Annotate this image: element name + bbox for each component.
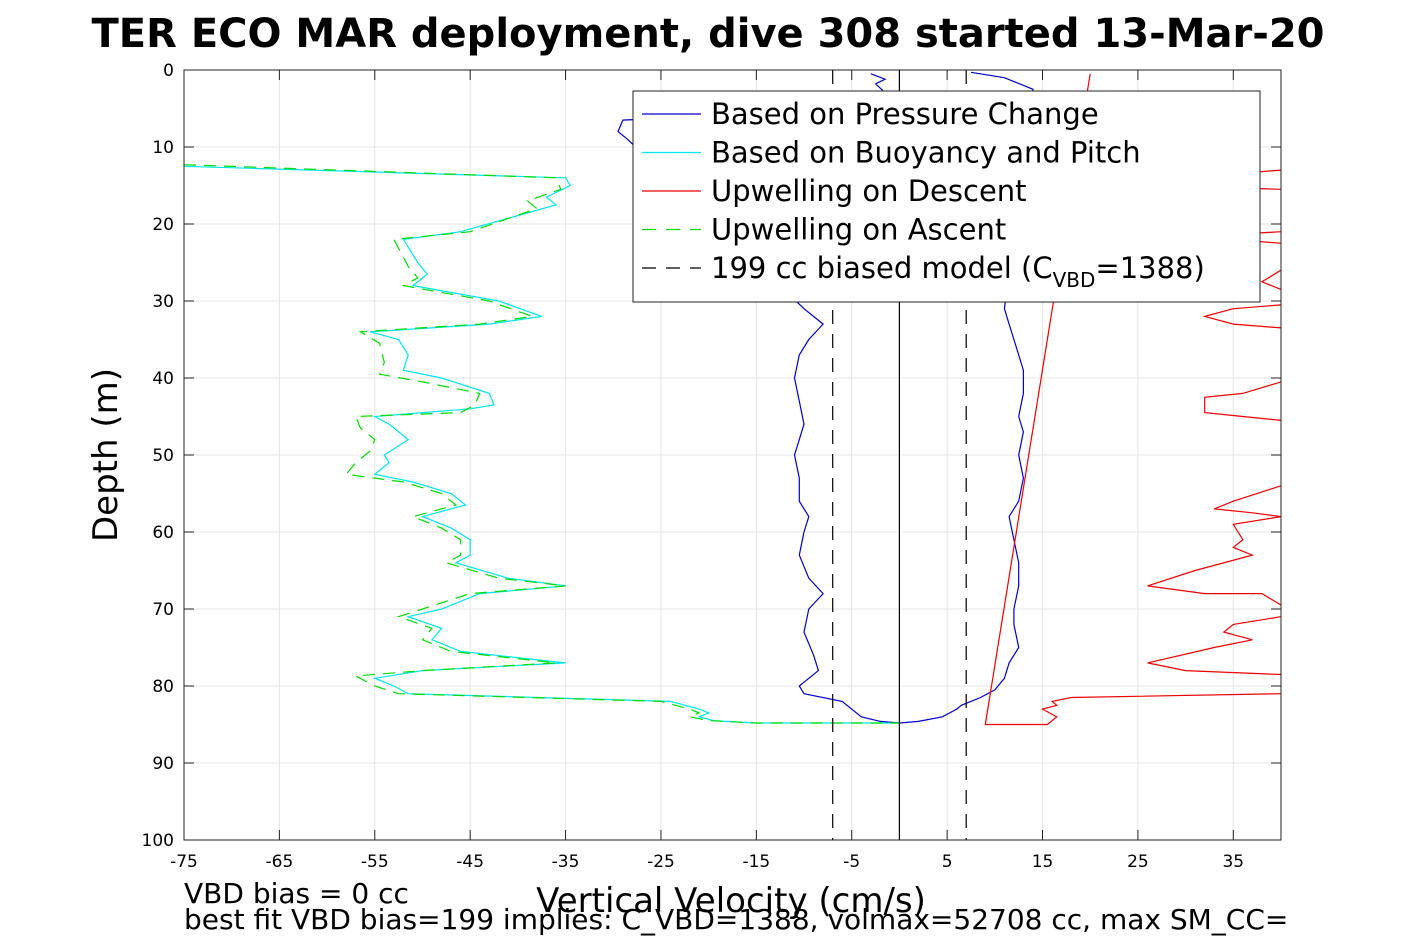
x-tick-label: 25 [1127, 852, 1149, 872]
series-line [1147, 616, 1281, 676]
y-tick-label: 80 [152, 677, 174, 697]
chart-title: TER ECO MAR deployment, dive 308 started… [91, 11, 1324, 57]
y-tick-label: 10 [152, 138, 174, 158]
y-tick-label: 0 [163, 61, 174, 81]
series-line [1260, 269, 1281, 290]
y-tick-label: 20 [152, 215, 174, 235]
series-line [184, 164, 900, 724]
legend-label: Based on Pressure Change [711, 97, 1099, 131]
x-tick-label: 15 [1032, 852, 1054, 872]
x-tick-label: 5 [942, 852, 953, 872]
series-line [1213, 485, 1281, 518]
y-axis-ticks: 0 10 20 30 40 50 60 70 80 90 100 [142, 61, 1281, 851]
series-line [984, 73, 1281, 726]
y-tick-label: 60 [152, 523, 174, 543]
series-line [1204, 381, 1281, 421]
y-axis-label: Depth (m) [86, 368, 126, 542]
legend-label-subscript: VBD [1053, 268, 1096, 292]
legend-label: Upwelling on Descent [711, 174, 1027, 208]
y-tick-label: 50 [152, 446, 174, 466]
x-tick-label: -45 [456, 852, 484, 872]
legend-label-tail: =1388) [1095, 251, 1204, 285]
x-tick-label: -55 [361, 852, 389, 872]
x-axis-ticks: -75 -65 -55 -45 -35 -25 -15 -5 5 15 25 35 [170, 70, 1244, 872]
y-tick-label: 30 [152, 292, 174, 312]
vbd-bias-note: VBD bias = 0 cc [184, 877, 409, 910]
legend-label: Based on Buoyancy and Pitch [711, 136, 1141, 170]
x-tick-label: -15 [742, 852, 770, 872]
y-tick-label: 90 [152, 754, 174, 774]
y-tick-label: 100 [142, 831, 174, 851]
series-line [617, 71, 1034, 724]
series-line [184, 165, 900, 724]
y-tick-label: 70 [152, 600, 174, 620]
x-tick-label: -65 [266, 852, 294, 872]
series-line [1202, 304, 1281, 329]
x-tick-label: -75 [170, 852, 198, 872]
series-line [1147, 516, 1281, 606]
chart-legend: Based on Pressure Change Based on Buoyanc… [632, 90, 1261, 303]
legend-label: Upwelling on Ascent [711, 213, 1006, 247]
best-fit-note: best fit VBD bias=199 implies: C_VBD=138… [184, 903, 1288, 936]
x-tick-label: -25 [647, 852, 675, 872]
x-axis-label: Vertical Velocity (cm/s) [536, 881, 926, 921]
x-tick-label: -35 [552, 852, 580, 872]
x-tick-label: -5 [843, 852, 860, 872]
y-tick-label: 40 [152, 369, 174, 389]
x-tick-label: 35 [1222, 852, 1244, 872]
legend-box [632, 90, 1261, 303]
